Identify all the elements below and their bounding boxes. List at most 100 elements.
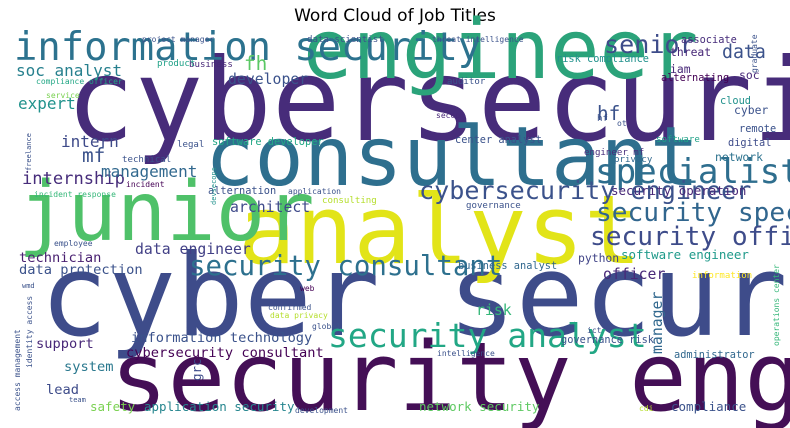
word-software: software xyxy=(656,135,700,145)
word-remote: remote xyxy=(739,123,776,135)
word-intern: intern xyxy=(61,132,119,151)
word-soc-analyst: soc analyst xyxy=(16,61,122,80)
word-identity-access: identity access xyxy=(25,296,34,368)
word-web: web xyxy=(300,284,315,293)
word-information-technology: information technology xyxy=(131,330,312,346)
word-analyst: analyst xyxy=(238,174,642,286)
word-cyber: cyber xyxy=(734,103,768,117)
word-consulting: consulting xyxy=(322,196,377,206)
word-access-management: access management xyxy=(13,329,22,411)
word-specialist: specialist xyxy=(595,152,790,192)
word-legal: legal xyxy=(177,140,204,150)
word-global: global xyxy=(312,322,341,331)
word-hf: hf xyxy=(597,114,608,124)
word-wmd: wmd xyxy=(22,282,35,290)
word-application-security: application security xyxy=(144,399,295,414)
word-incident-response: incident response xyxy=(34,190,116,199)
word-technical: technical xyxy=(122,155,171,165)
word-network: network xyxy=(715,150,763,164)
word-alternating: alternating xyxy=(661,72,729,84)
word-data-scientist: data scientist xyxy=(307,35,384,45)
word-security-operation: security operation xyxy=(611,183,746,198)
word-data-protection: data protection xyxy=(19,262,143,278)
word-ict: ict xyxy=(587,326,602,335)
word-security-analyst: security analyst xyxy=(328,316,647,355)
word-junior: junior xyxy=(18,165,315,260)
word-digital: digital xyxy=(728,137,771,149)
word-support: support xyxy=(36,336,94,352)
word-associate: associate xyxy=(681,34,737,46)
word-fh: fh xyxy=(244,52,267,75)
word-soc: soc xyxy=(739,68,760,82)
word-software-engineer: software engineer xyxy=(621,247,749,262)
word-developer: developer xyxy=(228,71,308,88)
word-business-analyst: business analyst xyxy=(458,260,557,272)
word-expert: expert xyxy=(18,94,76,113)
word-risk: risk xyxy=(476,302,512,319)
word-officer: officer xyxy=(603,266,665,283)
word-management: management xyxy=(101,162,197,181)
word-system: system xyxy=(64,359,113,375)
word-business: business xyxy=(189,60,233,70)
word-manager: manager xyxy=(649,292,666,354)
word-threat: threat xyxy=(670,45,711,59)
word-team: team xyxy=(69,396,86,404)
word-ot: ot xyxy=(617,119,627,128)
word-alternation: alternation xyxy=(208,185,276,197)
word-data-engineer: data engineer xyxy=(135,241,251,258)
word-cybersecurity-consultant: cybersecurity consultant xyxy=(126,345,324,361)
word-information: information xyxy=(692,271,752,281)
word-senior: senior xyxy=(604,30,695,59)
word-freelance: freelance xyxy=(25,133,33,171)
word-cybersecurity-engineer: cybersecurity engineer xyxy=(419,176,751,205)
word-cybersecurity: cybersecurity xyxy=(66,34,790,167)
word-auditor: auditor xyxy=(447,77,486,87)
word-service: service xyxy=(46,91,80,100)
word-employee: employee xyxy=(54,239,93,248)
word-security-engineer: security engineer xyxy=(110,321,790,428)
word-hf: hf xyxy=(597,102,620,125)
word-grc: grc xyxy=(189,358,204,381)
word-network-security: network security xyxy=(419,399,540,414)
word-security-officer: security officer xyxy=(590,222,790,252)
word-internship: internship xyxy=(22,169,125,189)
word-privacy: privacy xyxy=(614,155,653,165)
word-engineer: engineer xyxy=(303,3,698,98)
word-data: data xyxy=(722,42,766,63)
word-operations-center: operations center xyxy=(772,264,781,346)
word-lead: lead xyxy=(46,382,79,398)
word-administrator: administrator xyxy=(674,349,755,361)
word-intelligence: intelligence xyxy=(437,349,495,358)
word-data-privacy: data privacy xyxy=(270,311,328,320)
word-cloud: cloud xyxy=(720,95,751,107)
word-devsecops: devsecops xyxy=(210,167,218,205)
word-product: product xyxy=(157,59,195,69)
word-development: development xyxy=(295,406,348,415)
word-iam: iam xyxy=(670,62,691,76)
word-security-specialist: security specialist xyxy=(596,198,790,228)
word-consultant: consultant xyxy=(205,110,699,205)
word-architect: architect xyxy=(230,199,310,216)
word-python: python xyxy=(578,251,619,265)
word-secop: secop xyxy=(436,111,460,120)
word-project-manager: project manager xyxy=(142,35,214,44)
word-engineer-mf: engineer mf xyxy=(584,148,644,158)
chart-title: Word Cloud of Job Titles xyxy=(294,6,496,26)
word-security-consultant: security consultant xyxy=(189,251,502,282)
word-incident: incident xyxy=(126,180,165,189)
word-cdi: cdi xyxy=(639,404,654,413)
word-compliance-officer: compliance officer xyxy=(36,77,123,86)
word-center-analyst: center analyst xyxy=(455,134,542,146)
word-technician: technician xyxy=(19,250,101,266)
word-software-developer: software developer xyxy=(212,136,324,148)
word-compliance: compliance xyxy=(671,399,746,414)
word-confirmed: confirmed xyxy=(268,303,312,312)
word-safety: safety xyxy=(90,399,136,414)
word-governance-risk: governance risk xyxy=(561,334,655,346)
word-cyber-security: cyber security xyxy=(40,230,790,362)
word-threat-intelligence: threat intelligence xyxy=(432,35,524,44)
word-graduate: graduate xyxy=(750,34,759,73)
word-mf: mf xyxy=(82,144,105,167)
